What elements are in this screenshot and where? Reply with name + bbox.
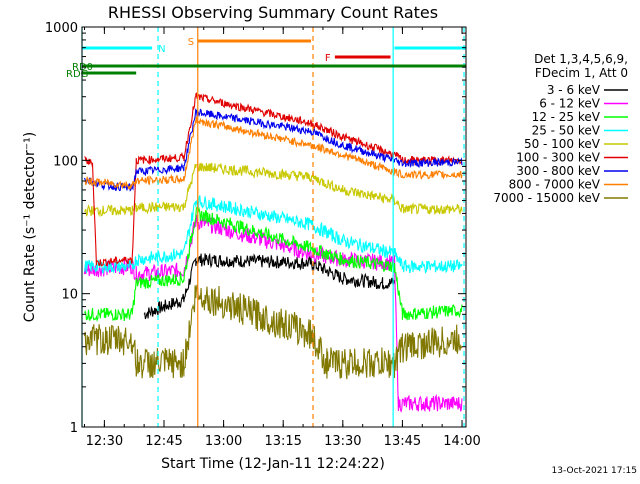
legend-label-3: 25 - 50 keV: [532, 124, 601, 138]
x-tick-label-1: 12:45: [145, 434, 182, 449]
y-tick-label-3: 1000: [45, 21, 78, 36]
axis-ticks: 12:30 12:45 13:00 13:15 13:30 13:45 14:00 1 10 10…: [45, 21, 481, 449]
legend-label-4: 50 - 100 keV: [524, 137, 601, 151]
x-tick-label-0: 12:30: [86, 434, 123, 449]
series-line-6: [83, 108, 463, 192]
legend-header-1: Det 1,3,4,5,6,9,: [534, 52, 628, 66]
legend-label-5: 100 - 300 keV: [516, 151, 600, 165]
legend-label-1: 6 - 12 keV: [539, 97, 601, 111]
legend-label-2: 12 - 25 keV: [532, 110, 601, 124]
y-axis-label: Count Rate (s⁻¹ detector⁻¹): [22, 132, 38, 322]
legend-label-8: 7000 - 15000 keV: [493, 191, 600, 205]
chart-title: RHESSI Observing Summary Count Rates: [108, 3, 438, 22]
plot-frame: [81, 26, 467, 428]
legend-label-0: 3 - 6 keV: [547, 83, 601, 97]
y-tick-label-1: 10: [61, 288, 78, 303]
series-line-0: [143, 252, 396, 320]
x-tick-label-4: 13:30: [324, 434, 361, 449]
flag-label-rdg: RDG: [66, 69, 88, 80]
series-lines: [83, 92, 463, 413]
series-line-7: [84, 116, 463, 190]
series-line-2: [84, 206, 463, 323]
legend-label-7: 800 - 7000 keV: [509, 178, 601, 192]
x-tick-label-2: 13:00: [205, 434, 242, 449]
legend-label-6: 300 - 800 keV: [516, 164, 600, 178]
x-tick-label-6: 14:00: [443, 434, 480, 449]
series-line-8: [83, 284, 463, 380]
x-tick-label-5: 13:45: [384, 434, 421, 449]
y-tick-label-0: 1: [70, 421, 78, 436]
legend-header-2: FDecim 1, Att 0: [535, 66, 628, 80]
x-axis-label: Start Time (12-Jan-11 12:24:22): [161, 456, 385, 472]
flag-label-n: N: [158, 44, 165, 55]
series-line-5: [84, 92, 463, 267]
flag-label-f: F: [325, 53, 331, 64]
flag-label-s: S: [188, 37, 194, 48]
y-tick-label-2: 100: [53, 154, 78, 169]
x-tick-label-3: 13:15: [264, 434, 301, 449]
series-line-4: [84, 162, 463, 218]
timestamp: 13-Oct-2021 17:15: [552, 466, 637, 476]
series-line-3: [83, 195, 463, 275]
